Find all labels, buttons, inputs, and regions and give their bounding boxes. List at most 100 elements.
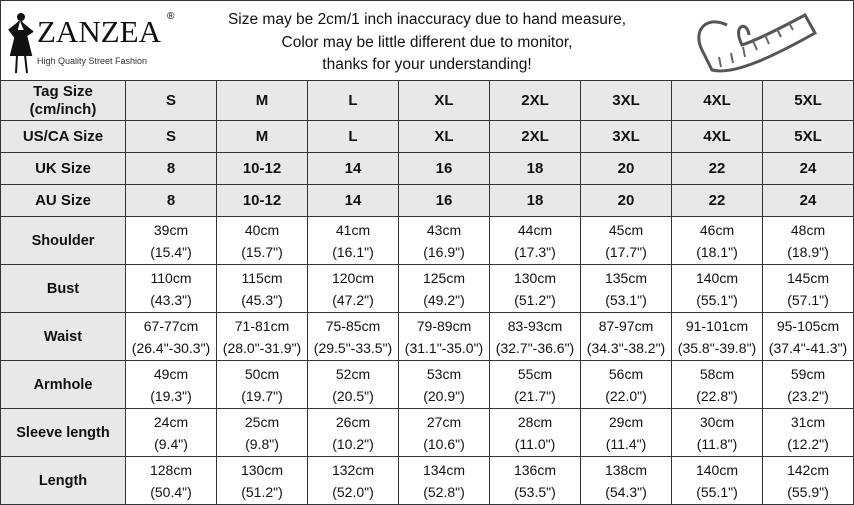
cm-value: 56cm xyxy=(608,365,644,382)
row-label-text: US/CA Size xyxy=(22,127,104,145)
inch-value: (11.0") xyxy=(514,435,556,452)
cm-value: 55cm xyxy=(517,365,553,382)
measurement-cell: 53cm (20.9") xyxy=(398,360,490,409)
inch-value: (49.2") xyxy=(423,291,465,308)
inch-value: (23.2") xyxy=(787,387,829,404)
size-cell: XL xyxy=(398,120,490,153)
brand-logo: ZANZEA ® High Quality Street Fashion xyxy=(7,9,187,74)
size-cell: M xyxy=(216,120,308,153)
measurement-cell: 71-81cm (28.0"-31.9") xyxy=(216,312,308,361)
inch-value: (47.2") xyxy=(332,291,374,308)
measurement-cell: 26cm (10.2") xyxy=(307,408,399,457)
inch-value: (55.9") xyxy=(787,483,829,500)
size-row: US/CA Size S M L XL 2XL 3XL 4XL 5XL xyxy=(0,120,854,153)
cm-value: 140cm xyxy=(695,269,739,286)
measurement-cell: 130cm (51.2") xyxy=(216,456,308,505)
measurement-cell: 55cm (21.7") xyxy=(489,360,581,409)
inch-value: (16.1") xyxy=(332,243,374,260)
note-line: thanks for your understanding! xyxy=(322,56,532,73)
cm-value: 71-81cm xyxy=(234,317,290,334)
inch-value: (9.4") xyxy=(154,435,188,452)
cm-value: 136cm xyxy=(513,461,557,478)
brand-tagline: High Quality Street Fashion xyxy=(37,56,148,66)
inch-value: (15.7") xyxy=(241,243,283,260)
cm-value: 27cm xyxy=(426,413,462,430)
row-label: Length xyxy=(0,456,126,505)
row-label: US/CA Size xyxy=(0,120,126,153)
measurement-row: Armhole 49cm (19.3") 50cm (19.7") 52cm (20.5")… xyxy=(0,360,854,409)
inch-value: (50.4") xyxy=(150,483,192,500)
measurement-cell: 125cm (49.2") xyxy=(398,264,490,313)
inch-value: (19.3") xyxy=(150,387,192,404)
cm-value: 52cm xyxy=(335,365,371,382)
cm-value: 39cm xyxy=(153,221,189,238)
measurement-cell: 27cm (10.6") xyxy=(398,408,490,457)
row-label: Shoulder xyxy=(0,216,126,265)
inch-value: (22.0") xyxy=(605,387,647,404)
measurement-cell: 138cm (54.3") xyxy=(580,456,672,505)
size-cell: XL xyxy=(398,80,490,121)
size-cell: 18 xyxy=(489,184,581,217)
inch-value: (20.5") xyxy=(332,387,374,404)
cm-value: 67-77cm xyxy=(143,317,199,334)
cm-value: 128cm xyxy=(149,461,193,478)
measurement-cell: 135cm (53.1") xyxy=(580,264,672,313)
row-label: UK Size xyxy=(0,152,126,185)
inch-value: (29.5"-33.5") xyxy=(313,339,393,356)
cm-value: 91-101cm xyxy=(685,317,749,334)
inch-value: (31.1"-35.0") xyxy=(404,339,484,356)
size-row: UK Size 8 10-12 14 16 18 20 22 24 xyxy=(0,152,854,185)
inch-value: (12.2") xyxy=(787,435,829,452)
size-cell: 14 xyxy=(307,184,399,217)
inch-value: (9.8") xyxy=(245,435,279,452)
size-cell: L xyxy=(307,120,399,153)
measurement-cell: 87-97cm (34.3"-38.2") xyxy=(580,312,672,361)
measurement-cell: 136cm (53.5") xyxy=(489,456,581,505)
cm-value: 115cm xyxy=(241,269,283,286)
measurement-cell: 31cm (12.2") xyxy=(762,408,854,457)
measurement-cell: 44cm (17.3") xyxy=(489,216,581,265)
registered-mark: ® xyxy=(167,11,175,22)
measurement-cell: 50cm (19.7") xyxy=(216,360,308,409)
cm-value: 28cm xyxy=(517,413,553,430)
inch-value: (22.8") xyxy=(696,387,738,404)
note-line: Color may be little different due to mon… xyxy=(281,33,573,51)
size-cell: 2XL xyxy=(489,120,581,153)
measurement-row: Bust 110cm (43.3") 115cm (45.3") 120cm (47.2")… xyxy=(0,264,854,313)
row-label: Waist xyxy=(0,312,126,361)
cm-value: 46cm xyxy=(699,221,735,238)
measurement-cell: 91-101cm (35.8"-39.8") xyxy=(671,312,763,361)
size-chart-table: Tag Size (cm/inch) S M L XL 2XL 3XL 4XL 5XL US/CA … xyxy=(0,80,854,505)
size-cell: 3XL xyxy=(580,80,672,121)
size-cell: S xyxy=(125,80,217,121)
row-label: Armhole xyxy=(0,360,126,409)
row-label: AU Size xyxy=(0,184,126,217)
size-cell: 22 xyxy=(671,184,763,217)
measurement-cell: 25cm (9.8") xyxy=(216,408,308,457)
inch-value: (53.1") xyxy=(605,291,647,308)
cm-value: 138cm xyxy=(604,461,648,478)
inch-value: (34.3"-38.2") xyxy=(586,339,666,356)
size-cell: 5XL xyxy=(762,120,854,153)
inch-value: (11.4") xyxy=(605,435,647,452)
measurement-cell: 49cm (19.3") xyxy=(125,360,217,409)
cm-value: 135cm xyxy=(604,269,648,286)
inch-value: (16.9") xyxy=(423,243,465,260)
cm-value: 30cm xyxy=(699,413,735,430)
cm-value: 120cm xyxy=(331,269,375,286)
measurement-cell: 56cm (22.0") xyxy=(580,360,672,409)
measurement-cell: 67-77cm (26.4"-30.3") xyxy=(125,312,217,361)
measurement-row: Sleeve length 24cm (9.4") 25cm (9.8") 26cm (10… xyxy=(0,408,854,457)
disclaimer-notes: Size may be 2cm/1 inch inaccuracy due to… xyxy=(201,9,653,77)
cm-value: 145cm xyxy=(786,269,830,286)
size-cell: 16 xyxy=(398,152,490,185)
size-cell: 20 xyxy=(580,152,672,185)
inch-value: (10.6") xyxy=(423,435,465,452)
cm-value: 44cm xyxy=(517,221,553,238)
inch-value: (32.7"-36.6") xyxy=(495,339,575,356)
inch-value: (52.8") xyxy=(423,483,465,500)
inch-value: (51.2") xyxy=(514,291,556,308)
row-label: Tag Size (cm/inch) xyxy=(0,80,126,121)
cm-value: 130cm xyxy=(513,269,557,286)
size-cell: L xyxy=(307,80,399,121)
